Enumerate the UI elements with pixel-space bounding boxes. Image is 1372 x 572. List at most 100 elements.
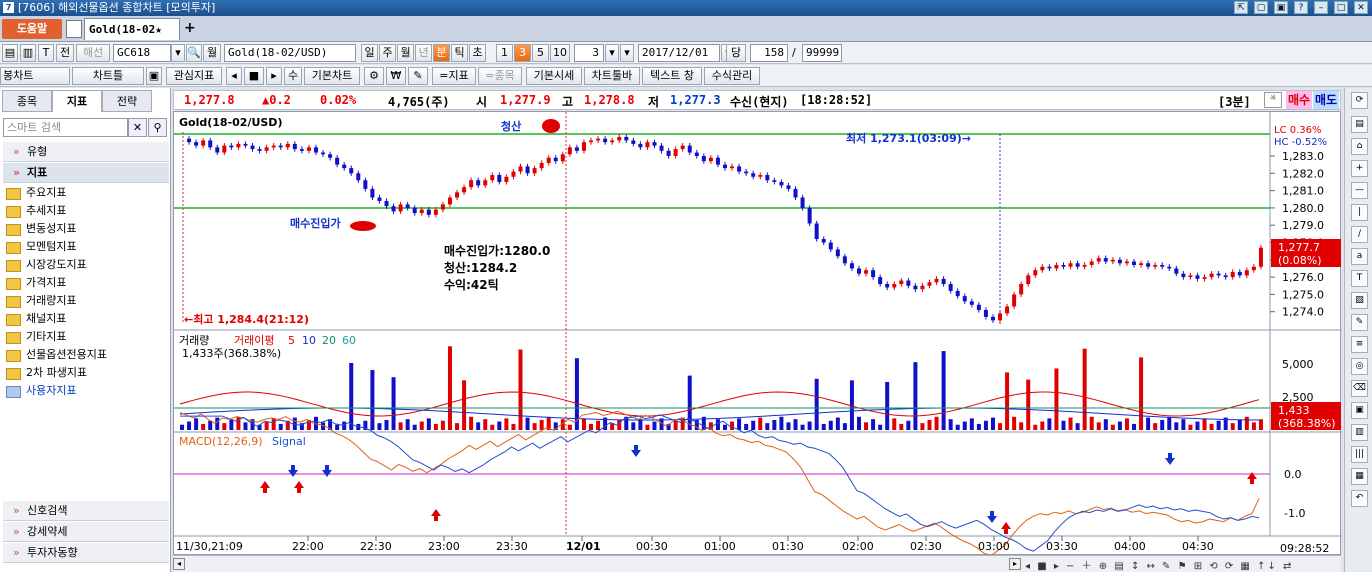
signal-title[interactable]: Signal <box>272 435 306 448</box>
hline-icon[interactable]: — <box>1351 182 1368 199</box>
text-tool-icon[interactable]: T <box>38 44 54 62</box>
next-icon[interactable]: ▸ <box>266 67 282 85</box>
period-minute[interactable]: 분 <box>433 44 450 62</box>
home-icon[interactable]: ⌂ <box>1351 138 1368 155</box>
folder-item[interactable]: 모멘텀지표 <box>6 238 77 256</box>
minimize-icon[interactable]: – <box>1314 1 1328 14</box>
save-icon[interactable]: ▣ <box>146 67 162 85</box>
erase-icon[interactable]: ⌫ <box>1351 380 1368 397</box>
basic-quote-button[interactable]: 기본시세 <box>526 67 582 85</box>
search-input[interactable]: 스마트 검색 <box>3 118 128 137</box>
period-second[interactable]: 초 <box>469 44 486 62</box>
search-icon[interactable]: 🔍 <box>186 44 202 62</box>
maximize-icon[interactable]: □ <box>1334 1 1348 14</box>
text-icon[interactable]: T <box>1351 270 1368 287</box>
won-button[interactable]: ₩ <box>386 67 406 85</box>
interval-10[interactable]: 10 <box>550 44 570 62</box>
macd-title[interactable]: MACD(12,26,9) <box>179 435 263 448</box>
chart-area[interactable]: 청산 매수진입가 매수진입가:1280.0 청산:1284.2 수익:42틱 ←… <box>173 111 1342 557</box>
section-type[interactable]: 유형 <box>3 142 169 162</box>
fill-icon[interactable]: ▨ <box>1351 292 1368 309</box>
chart-frame-button[interactable]: 차트틀 <box>72 67 144 85</box>
folder-item[interactable]: 기타지표 <box>6 328 66 346</box>
help-icon[interactable]: ? <box>1294 1 1308 14</box>
layout1-icon[interactable]: ▤ <box>2 44 18 62</box>
code-input[interactable]: GC618 <box>113 44 171 62</box>
minus-button[interactable]: 수 <box>284 67 302 85</box>
layout2-icon[interactable]: ▥ <box>20 44 36 62</box>
lock-icon[interactable]: ▢ <box>1254 1 1268 14</box>
haeseon-button[interactable]: 해선 <box>76 44 110 62</box>
undo-icon[interactable]: ↶ <box>1351 490 1368 507</box>
tab-strategy[interactable]: 전략 <box>102 90 152 112</box>
fav-indicator-button[interactable]: 관심지표 <box>166 67 222 85</box>
stop-icon[interactable]: ■ <box>244 67 264 85</box>
grid-icon[interactable]: ▦ <box>1351 468 1368 485</box>
interval-dropdown-icon[interactable]: ▾ <box>605 44 619 62</box>
formula-button[interactable]: 수식관리 <box>704 67 760 85</box>
section-signal-search[interactable]: 신호검색 <box>3 501 169 521</box>
period-month[interactable]: 월 <box>397 44 414 62</box>
folder-item[interactable]: 변동성지표 <box>6 220 77 238</box>
indicator-icon[interactable]: ⚙ <box>364 67 384 85</box>
interval-5[interactable]: 5 <box>532 44 549 62</box>
entry-marker[interactable] <box>350 221 376 231</box>
chart-icon[interactable]: ▥ <box>1351 424 1368 441</box>
section-investor[interactable]: 투자자동향 <box>3 543 169 563</box>
date-input[interactable]: 2017/12/01 <box>638 44 720 62</box>
tab-items[interactable]: 종목 <box>2 90 52 112</box>
tab-indicators[interactable]: 지표 <box>52 90 102 112</box>
text-window-button[interactable]: 텍스트 창 <box>642 67 702 85</box>
folder-item[interactable]: 채널지표 <box>6 310 66 328</box>
help-button[interactable]: 도움말 <box>2 19 62 39</box>
add-item-button[interactable]: =종목 <box>478 67 522 85</box>
auto-icon[interactable]: a <box>1351 248 1368 265</box>
period-day[interactable]: 일 <box>361 44 378 62</box>
refresh-icon[interactable]: ⟳ <box>1351 92 1368 109</box>
interval-spin-icon[interactable]: ▾ <box>620 44 634 62</box>
folder-item[interactable]: 선물옵션전용지표 <box>6 346 107 364</box>
chart-controls[interactable]: ◂ ■ ▸ − ＋ ⊕ ▤ ↕ ↔ ✎ ⚑ ⊞ ⟲ ⟳ ▦ ↑↓ ⇄ <box>1025 561 1294 572</box>
trendline-icon[interactable]: / <box>1351 226 1368 243</box>
scroll-right-icon[interactable]: ▸ <box>1009 558 1021 570</box>
clear-search-icon[interactable]: ✕ <box>128 118 147 137</box>
max-count-input[interactable]: 99999 <box>802 44 842 62</box>
current-button[interactable]: 당 <box>726 44 746 62</box>
prev-icon[interactable]: ◂ <box>226 67 242 85</box>
jeon-button[interactable]: 전 <box>56 44 74 62</box>
period-week[interactable]: 주 <box>379 44 396 62</box>
tool-icon[interactable]: ✎ <box>408 67 428 85</box>
add-tab-button[interactable]: + <box>184 20 196 36</box>
search-icon[interactable]: ⚲ <box>148 118 167 137</box>
brush-icon[interactable]: ✎ <box>1351 314 1368 331</box>
folder-item[interactable]: 사용자지표 <box>6 382 77 400</box>
fib-icon[interactable]: ≡ <box>1351 336 1368 353</box>
folder-item[interactable]: 추세지표 <box>6 202 66 220</box>
buy-button[interactable]: 매수 <box>1286 91 1313 109</box>
pin-icon[interactable]: ▣ <box>1274 1 1288 14</box>
code-dropdown-icon[interactable]: ▾ <box>171 44 185 62</box>
bars-icon[interactable]: ||| <box>1351 446 1368 463</box>
exit-marker[interactable] <box>542 119 560 133</box>
interval-1[interactable]: 1 <box>496 44 513 62</box>
close-icon[interactable]: ✕ <box>1354 1 1368 14</box>
folder-item[interactable]: 2차 파생지표 <box>6 364 87 382</box>
interval-input[interactable]: 3 <box>574 44 604 62</box>
folder-item[interactable]: 시장강도지표 <box>6 256 87 274</box>
settings-icon[interactable]: ☼ <box>1264 92 1282 108</box>
screen-icon[interactable]: ▤ <box>1351 116 1368 133</box>
price-panel-title[interactable]: Gold(18-02/USD) <box>179 116 282 129</box>
link-icon[interactable]: ⇱ <box>1234 1 1248 14</box>
cycle-icon[interactable]: ◎ <box>1351 358 1368 375</box>
screen-list-icon[interactable] <box>66 20 82 38</box>
add-indicator-button[interactable]: =지표 <box>432 67 476 85</box>
interval-3[interactable]: 3 <box>514 44 531 62</box>
vline-icon[interactable]: | <box>1351 204 1368 221</box>
period-year[interactable]: 년 <box>415 44 432 62</box>
section-indicator[interactable]: 지표 <box>3 163 169 183</box>
chart-type-select[interactable]: 봉차트 <box>0 67 70 85</box>
basic-chart-button[interactable]: 기본차트 <box>304 67 360 85</box>
crosshair-icon[interactable]: + <box>1351 160 1368 177</box>
volume-title[interactable]: 거래량 <box>179 334 209 347</box>
scroll-left-icon[interactable]: ◂ <box>173 558 185 570</box>
